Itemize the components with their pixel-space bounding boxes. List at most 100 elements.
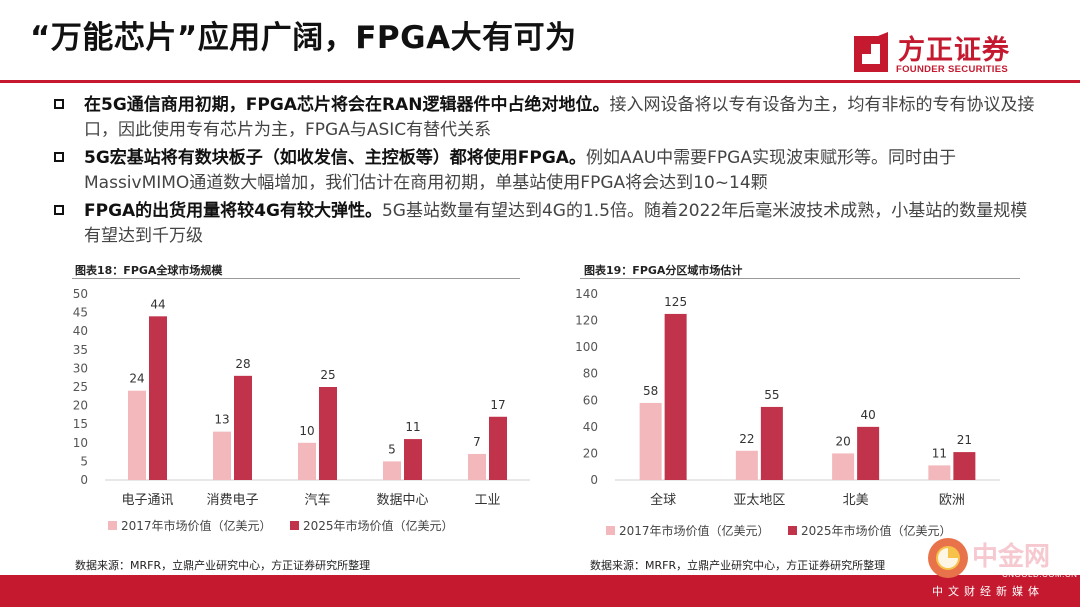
data-label: 24	[129, 372, 144, 386]
data-label: 58	[643, 384, 658, 398]
data-label: 5	[388, 442, 396, 456]
bullet-lead: 在5G通信商用初期，FPGA芯片将会在RAN逻辑器件中占绝对地位。	[84, 95, 610, 115]
y-tick-label: 25	[73, 380, 88, 394]
bar	[234, 375, 252, 480]
y-tick-label: 5	[80, 454, 88, 468]
data-label: 28	[235, 357, 250, 371]
y-tick-label: 20	[73, 399, 88, 413]
logo-text-cn: 方正证券	[898, 35, 1010, 66]
chart-18-market-size: 0 5 10 15 20 25 30 35 40 45 50 24 44 电子通讯 13 28 消费电子 10 25…	[73, 287, 530, 533]
bar	[489, 416, 507, 480]
data-label: 25	[320, 368, 335, 382]
cngold-watermark: 中金网 CNGOLD.COM.CN 中文财经新媒体	[924, 534, 1080, 604]
x-category-label: 全球	[650, 492, 676, 508]
chart-18-title-rule	[72, 278, 520, 279]
bar	[128, 390, 146, 480]
bullet-item: FPGA的出货用量将较4G有较大弹性。5G基站数量有望达到4G的1.5倍。随着2…	[50, 199, 1040, 249]
legend-swatch	[606, 526, 615, 535]
legend-label: 2017年市场价值（亿美元）	[121, 518, 272, 533]
bar	[319, 387, 337, 480]
founder-logo-icon	[854, 32, 888, 72]
chart-19-region-estimate: 0 20 40 60 80 100 120 140 58 125 全球 22 55 亚太地区 20 40 北美 1…	[575, 287, 1000, 538]
bullet-lead: 5G宏基站将有数块板子（如收发信、主控板等）都将使用FPGA。	[84, 148, 586, 168]
y-tick-label: 40	[73, 324, 88, 338]
watermark-domain: CNGOLD.COM.CN	[1002, 570, 1078, 579]
data-label: 22	[739, 432, 754, 446]
bar	[213, 431, 231, 480]
legend-swatch	[290, 521, 299, 530]
data-label: 55	[764, 388, 779, 402]
watermark-name: 中金网	[972, 542, 1051, 572]
page-title: “万能芯片”应用广阔，FPGA大有可为	[30, 20, 577, 56]
bullet-text: 例如AAU中需要FPGA实现波束赋形等。同时由于MassivMIMO通道数大幅增…	[84, 148, 956, 193]
watermark-slogan: 中文财经新媒体	[932, 585, 1044, 598]
x-category-label: 亚太地区	[733, 493, 785, 508]
legend-label: 2017年市场价值（亿美元）	[619, 523, 770, 538]
y-tick-label: 30	[73, 361, 88, 375]
data-label: 125	[664, 295, 687, 309]
logo-text-en: FOUNDER SECURITIES	[896, 64, 1009, 75]
square-bullet-icon	[54, 99, 64, 109]
data-label: 21	[957, 433, 972, 447]
y-tick-label: 50	[73, 287, 88, 301]
bar	[857, 426, 880, 480]
bullet-item: 5G宏基站将有数块板子（如收发信、主控板等）都将使用FPGA。例如AAU中需要F…	[50, 146, 1040, 196]
x-category-label: 电子通讯	[121, 493, 173, 508]
y-tick-label: 40	[583, 420, 598, 434]
data-label: 13	[214, 413, 229, 427]
y-tick-label: 0	[80, 473, 88, 487]
y-tick-label: 80	[583, 367, 598, 381]
y-tick-label: 60	[583, 393, 598, 407]
bullet-lead: FPGA的出货用量将较4G有较大弹性。	[84, 201, 382, 221]
cngold-logo-icon	[928, 538, 968, 578]
chart-19-title: 图表19：FPGA分区域市场估计	[584, 264, 743, 277]
x-category-label: 欧洲	[939, 493, 965, 508]
data-label: 11	[932, 446, 947, 460]
y-tick-label: 35	[73, 343, 88, 357]
bar	[468, 453, 486, 480]
data-label: 7	[473, 435, 481, 449]
x-category-label: 汽车	[304, 492, 330, 508]
bar	[298, 442, 316, 480]
y-tick-label: 100	[575, 340, 598, 354]
y-tick-label: 20	[583, 446, 598, 460]
bar	[953, 452, 976, 480]
legend-swatch	[108, 521, 117, 530]
chart-19-title-rule	[580, 278, 1020, 279]
chart-19-source: 数据来源：MRFR，立鼎产业研究中心，方正证券研究所整理	[590, 559, 886, 572]
bullet-text: 5G基站数量有望达到4G的1.5倍。随着2022年后毫米波技术成熟，小基站的数量…	[84, 201, 1028, 246]
y-tick-label: 10	[73, 436, 88, 450]
bar	[928, 465, 951, 480]
square-bullet-icon	[54, 152, 64, 162]
x-category-label: 北美	[843, 493, 869, 508]
footer-band	[0, 575, 1080, 607]
legend-label: 2025年市场价值（亿美元）	[303, 518, 454, 533]
bar	[760, 406, 783, 480]
bar	[404, 439, 422, 480]
bar	[664, 313, 687, 480]
y-tick-label: 45	[73, 306, 88, 320]
data-label: 20	[835, 434, 850, 448]
bar	[383, 461, 401, 480]
legend-swatch	[788, 526, 797, 535]
chart-18-source: 数据来源：MRFR，立鼎产业研究中心，方正证券研究所整理	[75, 559, 371, 572]
x-category-label: 数据中心	[376, 493, 428, 508]
y-tick-label: 15	[73, 417, 88, 431]
y-tick-label: 140	[575, 287, 598, 301]
chart-18-title: 图表18：FPGA全球市场规模	[75, 264, 223, 277]
header-divider	[0, 80, 1080, 83]
data-label: 11	[405, 420, 420, 434]
x-category-label: 工业	[474, 493, 500, 508]
y-tick-label: 120	[575, 314, 598, 328]
x-category-label: 消费电子	[206, 493, 258, 508]
legend-label: 2025年市场价值（亿美元）	[801, 523, 952, 538]
data-label: 44	[150, 297, 165, 311]
bullet-list: 在5G通信商用初期，FPGA芯片将会在RAN逻辑器件中占绝对地位。接入网设备将以…	[50, 93, 1040, 252]
bar	[639, 402, 662, 480]
founder-securities-logo: 方正证券 FOUNDER SECURITIES	[848, 28, 1038, 80]
bullet-text: 接入网设备将以专有设备为主，均有非标的专有协议及接口，因此使用专有芯片为主，FP…	[84, 95, 1035, 140]
bar	[149, 316, 167, 480]
square-bullet-icon	[54, 205, 64, 215]
bar	[735, 450, 758, 480]
y-tick-label: 0	[590, 473, 598, 487]
